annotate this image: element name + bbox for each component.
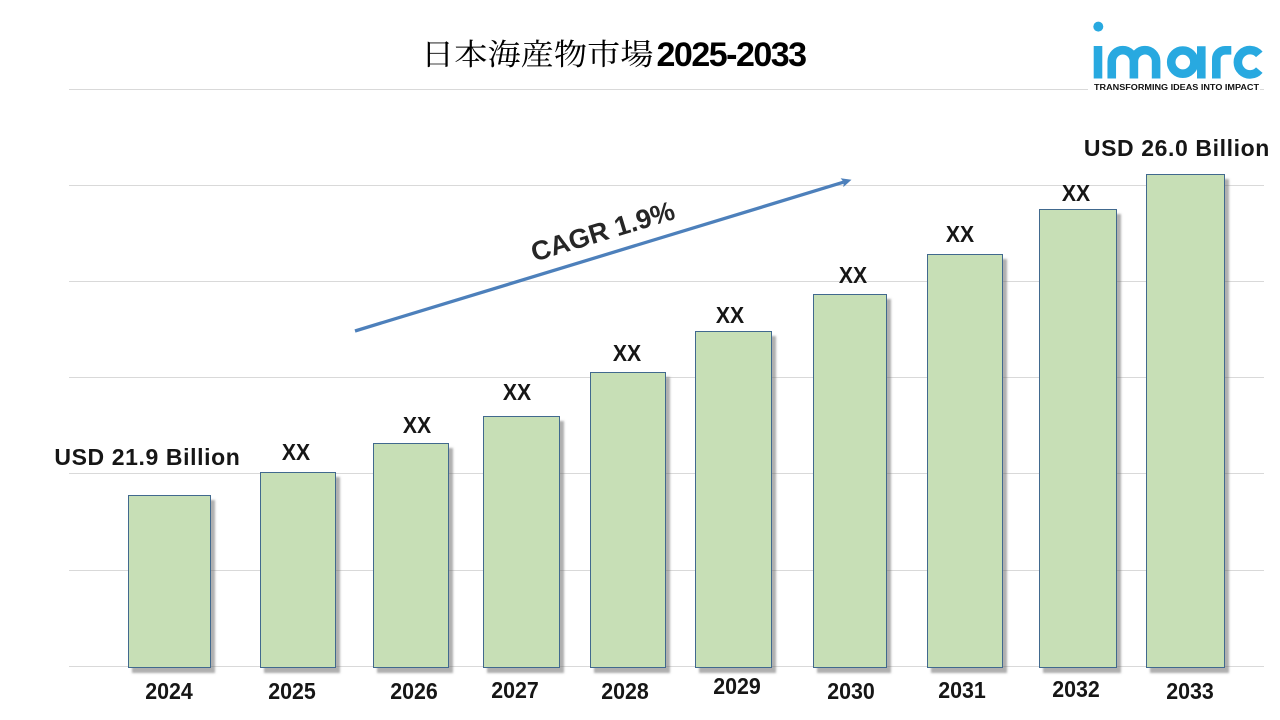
- svg-text:TRANSFORMING IDEAS INTO IMPACT: TRANSFORMING IDEAS INTO IMPACT: [1094, 83, 1259, 92]
